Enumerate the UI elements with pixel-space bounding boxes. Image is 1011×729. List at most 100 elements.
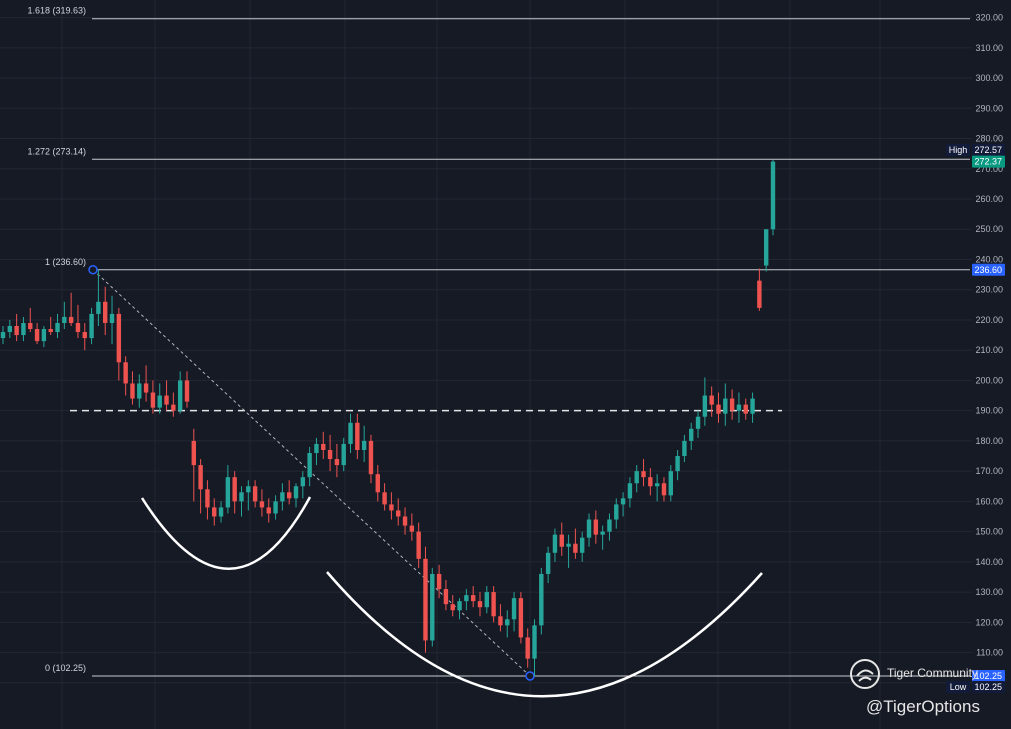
price-badge-box: [972, 670, 1005, 682]
trend-anchor-point[interactable]: [88, 265, 98, 275]
candle-body: [763, 229, 769, 266]
candle-body: [457, 601, 462, 611]
candle-body: [614, 504, 619, 520]
tiger-stripe-icon: [856, 669, 874, 682]
candle-body: [103, 301, 108, 323]
candle-body: [184, 380, 190, 402]
y-tick-label: 260.00: [975, 194, 1003, 204]
price-badge-tag: [946, 681, 970, 693]
candle-body: [96, 301, 101, 314]
candle-body: [368, 440, 374, 475]
trend-anchor-point[interactable]: [525, 671, 535, 681]
candle-body: [627, 483, 633, 499]
candle-body: [620, 498, 626, 505]
candle-body: [218, 507, 224, 517]
candle-body: [648, 477, 653, 487]
y-tick-label: 150.00: [975, 527, 1003, 537]
candle-body: [232, 477, 237, 502]
candle-body: [518, 598, 524, 638]
candle-body: [675, 456, 680, 472]
y-tick-label: 310.00: [975, 43, 1003, 53]
candle-body: [477, 601, 483, 608]
candle-body: [375, 474, 380, 493]
y-tick-label: 290.00: [975, 103, 1003, 113]
y-tick-label: 160.00: [975, 496, 1003, 506]
candle-body: [559, 534, 564, 547]
candle-body: [729, 398, 735, 411]
price-badge: 272.37: [972, 155, 1005, 168]
candle-body: [443, 589, 449, 605]
candle-body: [48, 329, 53, 333]
y-tick-label: 190.00: [975, 406, 1003, 416]
fib-level-label: 1 (236.60): [45, 257, 86, 267]
candle-body: [327, 449, 333, 460]
candle-body: [736, 404, 742, 411]
candle-body: [396, 510, 401, 517]
price-badge-box: [972, 143, 1005, 156]
candle-body: [137, 383, 142, 399]
watermark: Tiger Community @TigerOptions: [850, 659, 980, 716]
fib-level-label: 1.272 (273.14): [27, 146, 86, 156]
watermark-brand: Tiger Community: [887, 666, 978, 680]
candle-body: [552, 534, 558, 553]
fib-level-label: 1.618 (319.63): [27, 6, 86, 16]
candle-body: [423, 558, 428, 641]
candle-body: [198, 465, 203, 490]
y-tick-label: 140.00: [975, 557, 1003, 567]
candle-body: [191, 440, 196, 466]
candle-body: [682, 440, 687, 457]
price-badge-value: 272.37: [974, 157, 1002, 167]
candle-body: [634, 471, 639, 484]
candle-body: [436, 573, 442, 590]
candle-body: [607, 519, 612, 532]
y-tick-label: 250.00: [975, 224, 1003, 234]
y-tick-label: 230.00: [975, 285, 1003, 295]
y-tick-label: 270.00: [975, 164, 1003, 174]
candle-body: [293, 486, 299, 499]
candle-body: [409, 525, 415, 532]
y-tick-label: 120.00: [975, 617, 1003, 627]
y-tick-label: 210.00: [975, 345, 1003, 355]
candle-body: [668, 471, 673, 496]
price-badge-value: 102.25: [974, 682, 1002, 692]
cup-curve-annotation: [326, 571, 763, 698]
candle-body: [341, 443, 346, 466]
candle-body: [171, 404, 176, 411]
candle-body: [280, 492, 285, 502]
candle-body: [573, 543, 578, 553]
candle-body: [355, 422, 360, 450]
price-badge-value: 102.25: [974, 671, 1002, 681]
price-badge: 102.25: [972, 670, 1005, 682]
candle-body: [109, 313, 115, 323]
candle-body: [212, 507, 217, 517]
candle-body: [150, 392, 156, 408]
candle-body: [116, 313, 122, 363]
price-badge: 236.60: [972, 263, 1005, 276]
price-badge-box: [972, 155, 1005, 168]
candle-body: [246, 486, 251, 493]
price-badge-value: 272.57: [974, 145, 1002, 155]
candle-body: [593, 519, 599, 535]
candle-body: [34, 329, 40, 342]
candle-body: [484, 592, 490, 608]
candle-body: [470, 595, 476, 602]
y-tick-label: 130.00: [975, 587, 1003, 597]
candle-body: [545, 552, 551, 574]
candle-body: [450, 604, 455, 611]
watermark-handle: @TigerOptions: [866, 697, 980, 716]
candle-body: [266, 507, 271, 514]
candle-body: [498, 616, 503, 626]
y-tick-label: 170.00: [975, 466, 1003, 476]
candle-body: [68, 316, 74, 323]
candle-body: [157, 395, 162, 408]
candle-body: [750, 398, 755, 414]
candle-body: [143, 383, 149, 393]
price-badge-label: Low: [950, 682, 967, 692]
candle-body: [334, 459, 340, 466]
candle-body: [21, 322, 26, 336]
candle-body: [757, 280, 762, 308]
candle-body: [511, 598, 517, 620]
candle-body: [273, 501, 278, 514]
y-tick-label: 200.00: [975, 375, 1003, 385]
